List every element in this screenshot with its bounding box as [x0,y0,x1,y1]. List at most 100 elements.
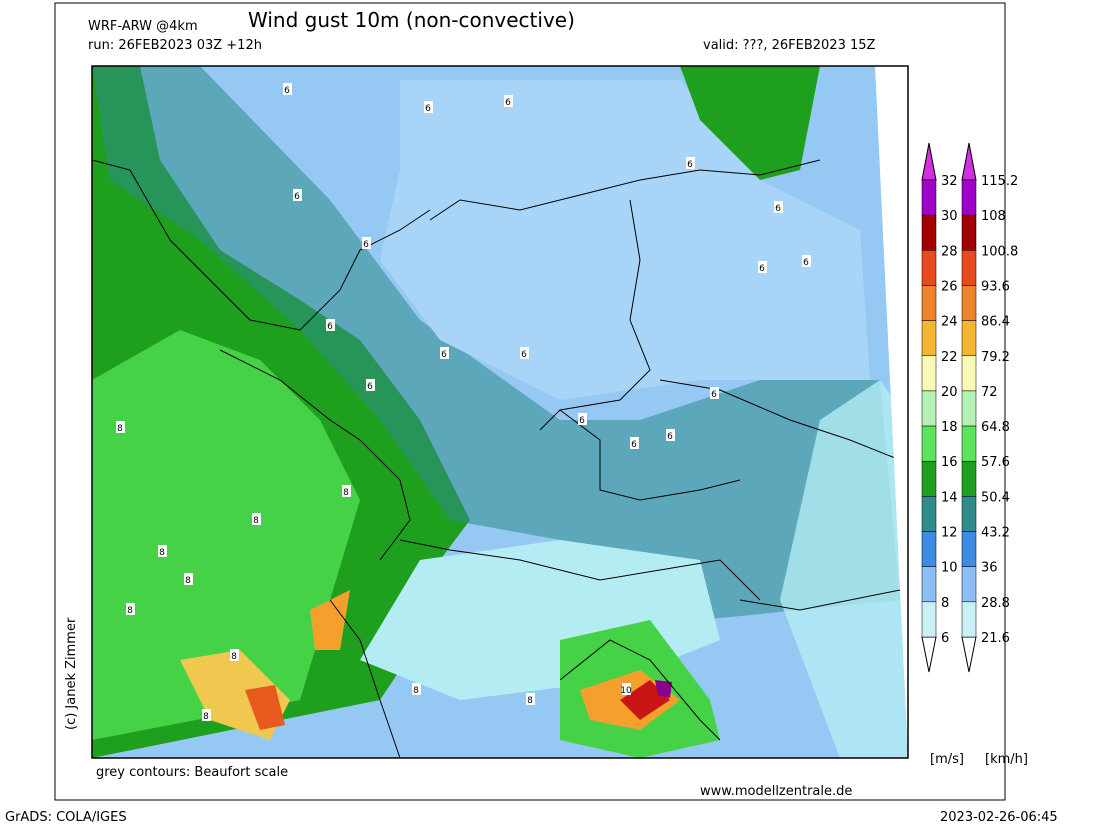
contour-label-bg [293,189,302,201]
border [219,349,411,561]
contour-label-bg [710,387,719,399]
outer-frame [54,2,1006,801]
contour-label-bg [802,255,811,267]
contour-label-bg [504,95,513,107]
colorbar-label-kmh: 28.8 [981,596,1010,611]
border [739,589,901,611]
unit-kmh: [km/h] [985,752,1028,767]
contour-label: 6 [327,322,333,332]
map [91,65,909,759]
colorbar-cell [921,214,937,251]
wind-zone [245,685,285,730]
colorbar-label-ms: 6 [941,631,949,646]
colorbar-label-ms: 32 [941,174,958,189]
colorbar-cell [921,496,937,532]
contour-label: 8 [253,516,259,526]
contour-label-bg [526,693,535,705]
colorbar-cell [921,250,937,286]
contour-label-bg [774,201,783,213]
coastline [429,159,821,221]
website: www.modellzentrale.de [700,784,852,799]
contour-label: 8 [413,686,419,696]
colorbar-cell [961,496,977,532]
contour-label: 6 [284,86,290,96]
border [659,379,901,461]
colorbar-cell [961,250,977,286]
colorbar-cell [921,460,937,497]
colorbar-cell [961,460,977,497]
colorbar-cell [961,566,977,603]
contour-label-bg [202,709,211,721]
wind-zone [680,66,820,180]
contour-label-bg [630,437,639,449]
unit-ms: [m/s] [930,752,964,767]
model-label: WRF-ARW @4km [88,19,198,34]
contour-label-bg [362,237,371,249]
colorbar-cell [961,179,977,216]
colorbar-label-ms: 28 [941,244,958,259]
colorbar-cell [961,285,977,321]
colorbar-label-ms: 22 [941,350,958,365]
colorbar-label-ms: 18 [941,420,958,435]
contour-label: 8 [159,548,165,558]
contour-note: grey contours: Beaufort scale [96,765,288,780]
contour-label-bg [758,261,767,273]
contour-label: 8 [117,424,123,434]
contour-label: 8 [527,696,533,706]
contour-label: 6 [667,432,673,442]
colorbar-label-ms: 14 [941,490,958,505]
colorbar-cell [921,320,937,357]
colorbar-label-kmh: 86.4 [981,315,1010,330]
colorbar-label-kmh: 50.4 [981,490,1010,505]
title: Wind gust 10m (non-convective) [248,8,575,32]
contour-label-bg [326,319,335,331]
colorbar-cell [921,531,937,567]
coastline [559,639,721,741]
colorbar-cell [921,601,937,638]
contour-label-bg [666,429,675,441]
colorbar-label-ms: 24 [941,315,958,330]
contour-label: 6 [425,104,431,114]
contour-label-bg [686,157,695,169]
contour-label: 6 [687,160,693,170]
footer-right: 2023-02-26-06:45 [940,810,1058,825]
contour-label-bg [158,545,167,557]
colorbar-label-kmh: 115.2 [981,174,1018,189]
colorbar-label-kmh: 108 [981,209,1006,224]
wind-zone [310,590,350,650]
contour-label: 6 [294,192,300,202]
coastline [92,159,431,331]
colorbar-label-kmh: 36 [981,561,998,576]
colorbar-label-kmh: 21.6 [981,631,1010,646]
contour-label: 6 [803,258,809,268]
contour-label: 6 [367,382,373,392]
colorbar-label-kmh: 43.2 [981,526,1010,541]
contour-label-bg [412,683,421,695]
colorbar-cell [921,390,937,427]
coastline [329,599,401,758]
contour-label-bg [520,347,529,359]
contour-label: 8 [231,652,237,662]
wind-zone [92,66,900,620]
contour-label-bg [342,485,351,497]
colorbar-cell [961,214,977,251]
colorbar-cell [921,566,937,603]
contour-label: 6 [363,240,369,250]
contour-label: 6 [711,390,717,400]
colorbar-cell [921,355,937,392]
footer-left: GrADS: COLA/IGES [5,810,127,825]
credit: (c) Janek Zimmer [64,617,79,730]
contour-label: 6 [521,350,527,360]
colorbar-label-ms: 26 [941,279,958,294]
wind-zone [780,380,908,758]
contour-label: 6 [579,416,585,426]
contour-label-bg [126,603,135,615]
contour-label-bg [622,683,631,695]
contour-label: 6 [775,204,781,214]
contour-label: 6 [441,350,447,360]
contour-label: 6 [505,98,511,108]
contour-label-bg [252,513,261,525]
contour-label: 6 [631,440,637,450]
contour-label-bg [184,573,193,585]
colorbar-label-ms: 12 [941,526,958,541]
